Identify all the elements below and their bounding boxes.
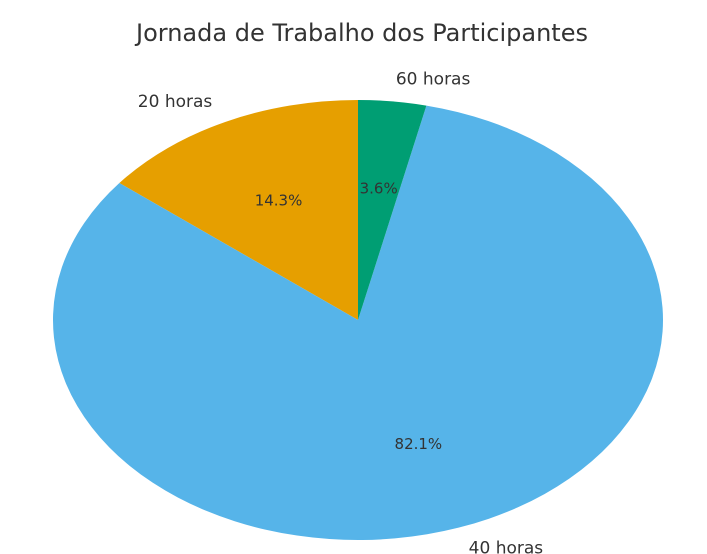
slice-label: 20 horas — [138, 92, 213, 112]
pie-slice — [53, 105, 664, 540]
pie-slice — [358, 100, 427, 320]
percent-label: 3.6% — [360, 179, 398, 197]
pie-slice — [119, 100, 358, 320]
percent-label: 82.1% — [395, 435, 443, 453]
slice-label: 60 horas — [396, 70, 471, 90]
slice-label: 40 horas — [469, 538, 544, 554]
chart-title: Jornada de Trabalho dos Participantes — [134, 19, 588, 47]
percent-label: 14.3% — [255, 192, 303, 210]
